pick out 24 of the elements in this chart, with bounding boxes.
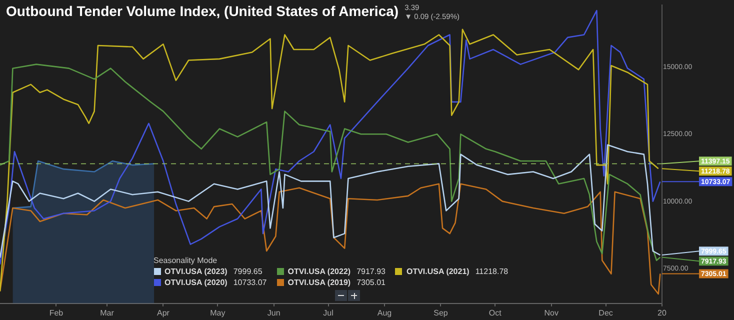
- x-tick-label: Oct: [488, 308, 502, 318]
- x-tick-label: Mar: [100, 308, 114, 318]
- legend-label: OTVI.USA (2023): [164, 267, 228, 276]
- legend-label: OTVI.USA (2020): [164, 278, 228, 288]
- x-tick-label: Aug: [377, 308, 392, 318]
- x-tick-label: Sep: [434, 308, 448, 318]
- text: 7999.65: [233, 267, 262, 276]
- x-tick-label: Apr: [157, 308, 170, 318]
- chart-title: Outbound Tender Volume Index, (United States of America): [6, 3, 399, 19]
- x-tick-label: Dec: [598, 308, 613, 318]
- legend-title: Seasonality Mode: [154, 256, 218, 266]
- legend-label: OTVI.USA (2019): [288, 278, 351, 288]
- text: 7917.93: [356, 267, 386, 276]
- text: 10733.07: [233, 278, 267, 288]
- legend-label: OTVI.USA (2021): [406, 267, 470, 276]
- x-tick-label: May: [210, 308, 226, 318]
- text: 11218.78: [475, 267, 508, 276]
- x-tick-label: Jun: [267, 308, 280, 318]
- x-tick-label: Nov: [544, 308, 558, 318]
- text: 7305.01: [356, 278, 386, 288]
- x-tick-label: Feb: [49, 308, 64, 318]
- x-tick-label: Jul: [323, 308, 334, 318]
- x-tick-label: 20: [658, 308, 667, 318]
- legend-label: OTVI.USA (2022): [288, 267, 351, 276]
